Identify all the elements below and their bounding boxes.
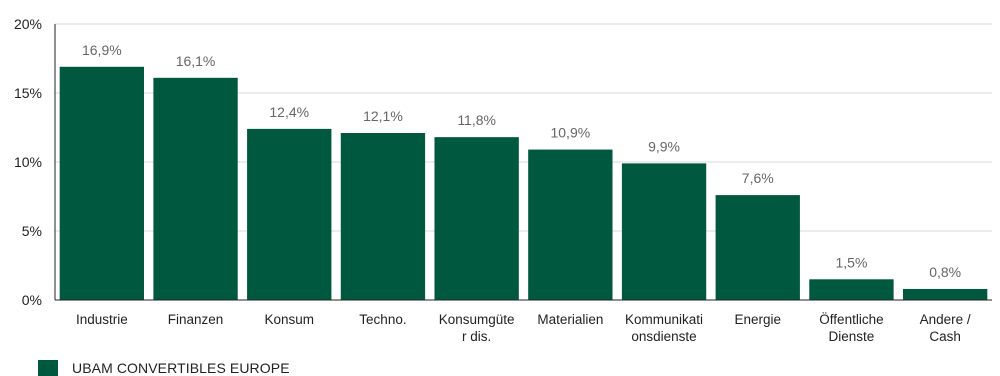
data-label: 16,1% [176, 53, 216, 69]
bar [59, 66, 145, 300]
bar [902, 288, 988, 300]
data-label: 7,6% [742, 170, 774, 186]
bar [715, 195, 800, 300]
y-tick-label: 20% [14, 16, 42, 32]
y-tick-label: 10% [14, 154, 42, 170]
bar [621, 163, 707, 300]
x-tick-label: Techno. [359, 312, 406, 327]
bar [340, 133, 426, 300]
x-tick-label: Andere / [920, 312, 971, 327]
x-tick-label: Materialien [537, 312, 603, 327]
data-label: 10,9% [550, 125, 590, 141]
data-label: 16,9% [82, 42, 122, 58]
x-tick-label: Kommunikati [625, 312, 703, 327]
x-tick-label: Energie [734, 312, 781, 327]
data-label: 1,5% [835, 254, 867, 270]
data-label: 12,1% [363, 108, 403, 124]
bar [528, 149, 613, 300]
y-tick-label: 5% [22, 223, 42, 239]
x-tick-label: Konsum [264, 312, 314, 327]
bar [809, 279, 894, 300]
y-tick-label: 15% [14, 85, 42, 101]
x-tick-label: Konsumgüte [439, 312, 515, 327]
x-tick-label: Dienste [829, 329, 875, 344]
x-tick-label: r dis. [462, 329, 491, 344]
x-tick-label: Industrie [76, 312, 128, 327]
bar [434, 137, 519, 300]
data-label: 11,8% [457, 112, 496, 128]
x-tick-label: onsdienste [631, 329, 696, 344]
bar-chart: 0% 5% 10% 15% 20% 16,9% Industrie 16,1% Finanzen… [14, 16, 992, 344]
legend-swatch [38, 360, 58, 376]
x-tick-label: Öffentliche [819, 312, 883, 327]
data-label: 12,4% [269, 104, 309, 120]
x-tick-label: Finanzen [168, 312, 224, 327]
x-tick-label: Cash [929, 329, 961, 344]
bar [247, 128, 332, 300]
data-label: 9,9% [648, 138, 680, 154]
bar [153, 77, 238, 300]
legend-label: UBAM CONVERTIBLES EUROPE [72, 360, 290, 376]
data-label: 0,8% [929, 264, 961, 280]
legend: UBAM CONVERTIBLES EUROPE [38, 360, 290, 376]
y-tick-label: 0% [22, 292, 42, 308]
